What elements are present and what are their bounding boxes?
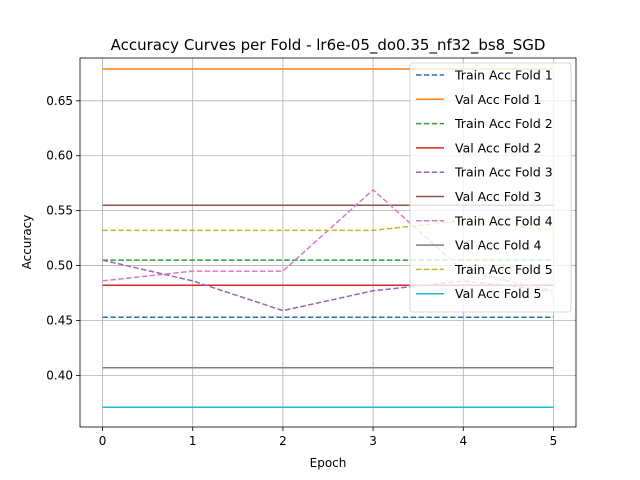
y-tick-label: 0.55: [46, 204, 73, 218]
x-tick-label: 1: [189, 434, 197, 448]
x-tick-label: 5: [550, 434, 558, 448]
legend-label: Train Acc Fold 1: [454, 68, 553, 83]
legend-box: [409, 62, 572, 313]
y-tick-label: 0.45: [46, 313, 73, 327]
legend-label: Val Acc Fold 3: [455, 189, 541, 204]
x-tick-label: 4: [459, 434, 467, 448]
axis-ticks: 0 1 2 3 4 5 0.40 0.45 0.50 0.55 0.60 0.65: [46, 94, 557, 448]
x-axis-label: Epoch: [310, 456, 347, 470]
legend-label: Train Acc Fold 4: [454, 213, 553, 228]
legend: Train Acc Fold 1 Val Acc Fold 1 Train Acc …: [409, 62, 572, 313]
legend-label: Val Acc Fold 2: [455, 140, 541, 155]
y-tick-label: 0.40: [46, 368, 73, 382]
y-tick-label: 0.50: [46, 259, 73, 273]
series-line-5: [102, 259, 554, 312]
plot-area-frame: [79, 57, 577, 428]
y-tick-label: 0.60: [46, 149, 73, 163]
y-tick-label: 0.65: [46, 94, 73, 108]
x-tick-label: 0: [99, 434, 107, 448]
x-tick-label: 3: [369, 434, 377, 448]
x-tick-label: 2: [279, 434, 287, 448]
legend-label: Val Acc Fold 4: [455, 238, 542, 253]
legend-label: Train Acc Fold 2: [454, 116, 553, 131]
legend-label: Val Acc Fold 1: [455, 92, 541, 107]
y-axis-label: Accuracy: [20, 215, 34, 270]
legend-label: Train Acc Fold 3: [454, 165, 553, 180]
legend-label: Train Acc Fold 5: [454, 262, 553, 277]
chart-title: Accuracy Curves per Fold - lr6e-05_do0.3…: [111, 36, 546, 55]
legend-label: Val Acc Fold 5: [455, 286, 541, 301]
